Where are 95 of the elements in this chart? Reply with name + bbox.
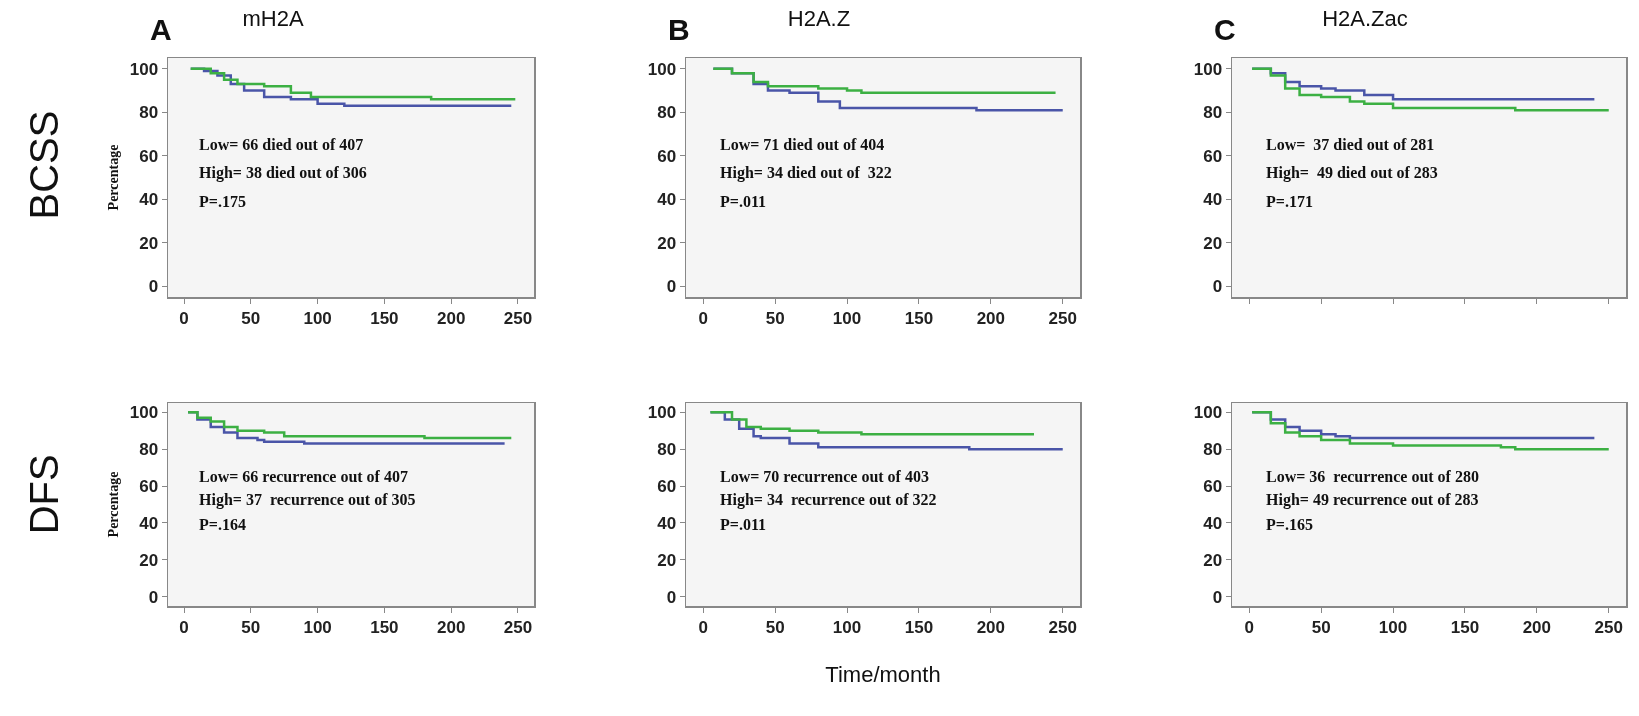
y-tick-label: 100: [647, 59, 677, 79]
annotation: High= 34 recurrence out of 322: [720, 491, 937, 509]
annotation: Low= 66 recurrence out of 407: [199, 468, 408, 485]
y-tick-label: 40: [139, 513, 159, 533]
x-tick-label: 100: [832, 617, 862, 637]
chart-title: H2A.Z: [787, 5, 851, 31]
x-tick-label: 200: [976, 617, 1006, 637]
x-tick-label: 50: [765, 617, 785, 637]
annotation: Low= 70 recurrence out of 403: [720, 468, 929, 485]
y-tick-label: 100: [129, 403, 159, 423]
y-tick-label: 40: [657, 513, 677, 533]
annotation: Low= 66 died out of 407: [199, 136, 364, 153]
x-tick-label: 0: [1244, 617, 1254, 637]
x-tick-label: 100: [832, 308, 862, 328]
annotation: P=.011: [720, 193, 767, 210]
x-tick-label: 250: [503, 617, 533, 637]
y-tick-label: 60: [139, 477, 159, 496]
y-tick-label: 60: [1203, 146, 1223, 166]
y-tick-label: 60: [139, 146, 159, 166]
y-tick-label: 40: [1203, 190, 1223, 210]
text: DFS: [21, 454, 66, 535]
annotation: P=.164: [199, 516, 246, 533]
x-tick-label: 0: [179, 308, 189, 328]
x-tick-label: 150: [370, 308, 399, 328]
x-tick-label: 50: [241, 617, 261, 637]
x-tick-label: 100: [1378, 617, 1408, 637]
y-tick-label: 80: [1203, 440, 1223, 460]
annotation: High= 37 recurrence out of 305: [199, 491, 416, 509]
y-tick-label: 0: [148, 587, 159, 607]
x-tick-label: 100: [303, 308, 332, 328]
y-axis-title: Percentage: [105, 471, 121, 538]
x-tick-label: 250: [1048, 308, 1077, 328]
x-tick-label: 50: [241, 308, 261, 328]
y-tick-label: 20: [1203, 550, 1223, 570]
y-tick-label: 20: [657, 233, 677, 253]
y-tick-label: 20: [657, 550, 677, 570]
y-tick-label: 80: [657, 440, 677, 460]
y-tick-label: 60: [657, 477, 677, 496]
y-tick-label: 100: [129, 59, 159, 79]
y-tick-label: 80: [139, 440, 159, 460]
x-tick-label: 200: [1522, 617, 1552, 637]
chart-title: H2A.Zac: [1322, 5, 1408, 31]
x-tick-label: 150: [904, 308, 934, 328]
y-tick-label: 100: [1193, 59, 1223, 79]
x-tick-label: 50: [1311, 617, 1331, 637]
annotation: Low= 71 died out of 404: [720, 136, 885, 153]
annotation: Low= 36 recurrence out of 280: [1266, 468, 1479, 485]
x-tick-label: 0: [698, 308, 708, 328]
y-tick-label: 20: [1203, 233, 1223, 253]
y-tick-label: 40: [139, 190, 159, 210]
annotation: High= 34 died out of 322: [720, 164, 892, 182]
y-tick-label: 60: [1203, 477, 1223, 496]
x-tick-label: 200: [436, 617, 466, 637]
y-tick-label: 0: [148, 277, 159, 297]
x-tick-label: 150: [370, 617, 399, 637]
x-axis-title: Time/month: [825, 661, 941, 687]
x-tick-label: 250: [1048, 617, 1077, 637]
text: C: [1214, 13, 1236, 46]
y-tick-label: 20: [139, 550, 159, 570]
y-tick-label: 60: [657, 146, 677, 166]
annotation: High= 49 recurrence out of 283: [1266, 491, 1479, 509]
y-tick-label: 100: [647, 403, 677, 423]
y-tick-label: 40: [657, 190, 677, 210]
text: B: [668, 13, 690, 46]
annotation: High= 49 died out of 283: [1266, 164, 1438, 182]
y-tick-label: 0: [666, 587, 677, 607]
y-tick-label: 80: [1203, 103, 1223, 123]
chart-title: mH2A: [242, 5, 304, 31]
x-tick-label: 150: [1450, 617, 1480, 637]
y-tick-label: 20: [139, 233, 159, 253]
y-tick-label: 0: [1212, 587, 1223, 607]
text: BCSS: [22, 110, 67, 220]
annotation: Low= 37 died out of 281: [1266, 136, 1435, 153]
x-tick-label: 100: [303, 617, 332, 637]
y-tick-label: 0: [1212, 277, 1223, 297]
x-tick-label: 250: [503, 308, 533, 328]
annotation: P=.175: [199, 193, 246, 210]
x-tick-label: 0: [698, 617, 708, 637]
x-tick-label: 50: [765, 308, 785, 328]
x-tick-label: 0: [179, 617, 189, 637]
y-tick-label: 40: [1203, 513, 1223, 533]
annotation: P=.171: [1266, 193, 1313, 210]
annotation: P=.165: [1266, 516, 1313, 533]
y-tick-label: 80: [139, 103, 159, 123]
y-tick-label: 0: [666, 277, 677, 297]
x-tick-label: 200: [436, 308, 466, 328]
x-tick-label: 200: [976, 308, 1006, 328]
text: A: [150, 13, 172, 46]
x-tick-label: 250: [1594, 617, 1623, 637]
y-tick-label: 80: [657, 103, 677, 123]
annotation: P=.011: [720, 516, 767, 533]
annotation: High= 38 died out of 306: [199, 164, 367, 182]
x-tick-label: 150: [904, 617, 934, 637]
y-axis-title: Percentage: [105, 144, 121, 211]
y-tick-label: 100: [1193, 403, 1223, 423]
